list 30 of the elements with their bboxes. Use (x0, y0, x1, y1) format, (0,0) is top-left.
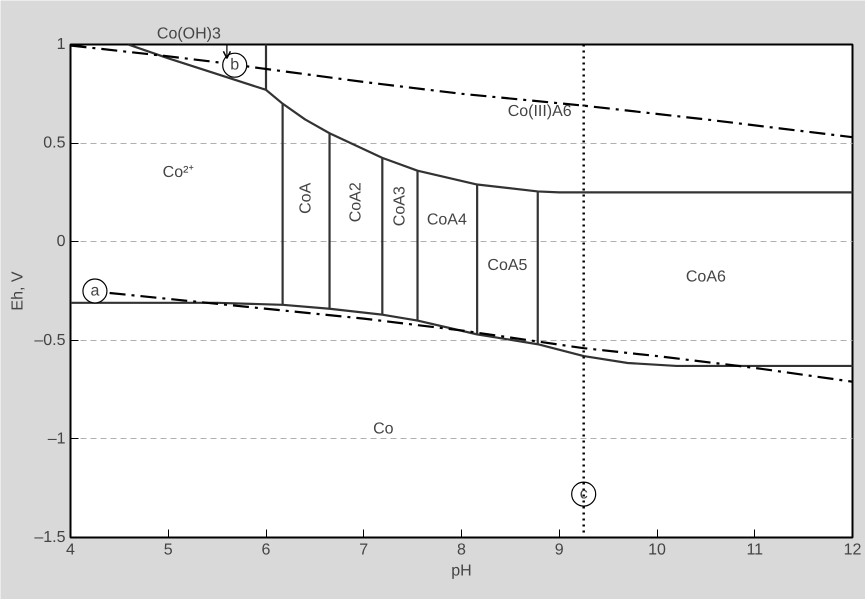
y-axis-title: Eh, V (9, 271, 26, 311)
annotation: a (90, 282, 100, 300)
x-axis-title: pH (451, 562, 472, 580)
annotation: CoA2 (347, 182, 364, 222)
annotation: Co²⁺ (162, 164, 194, 182)
x-tick-label: 6 (262, 542, 271, 558)
annotation: b (230, 56, 240, 74)
x-tick-label: 5 (164, 542, 173, 558)
annotation: CoA (298, 182, 315, 214)
annotation: Co (373, 420, 394, 438)
x-tick-label: 10 (648, 542, 666, 558)
annotation: Co(III)A6 (508, 103, 572, 120)
x-tick-label: 7 (359, 542, 368, 558)
y-tick-label: 0 (56, 233, 66, 250)
annotation: CoA5 (487, 256, 528, 274)
y-tick-label: 1 (56, 36, 66, 53)
x-tick-label: 11 (746, 542, 764, 558)
x-tick-label: 9 (554, 542, 564, 558)
annotation: Co(OH)3 (156, 26, 222, 42)
x-tick-label: 8 (457, 542, 466, 558)
annotation: CoA3 (391, 186, 408, 226)
y-tick-label: 0.5 (43, 134, 66, 152)
y-tick-label: –1.5 (34, 529, 66, 546)
y-tick-label: –0.5 (34, 332, 66, 349)
x-tick-label: 4 (66, 542, 76, 558)
annotation: CoA6 (686, 268, 726, 286)
x-tick-label: 12 (844, 542, 862, 558)
annotation: CoA4 (426, 212, 467, 229)
annotation: c (580, 486, 588, 503)
y-tick-label: –1 (48, 430, 66, 448)
